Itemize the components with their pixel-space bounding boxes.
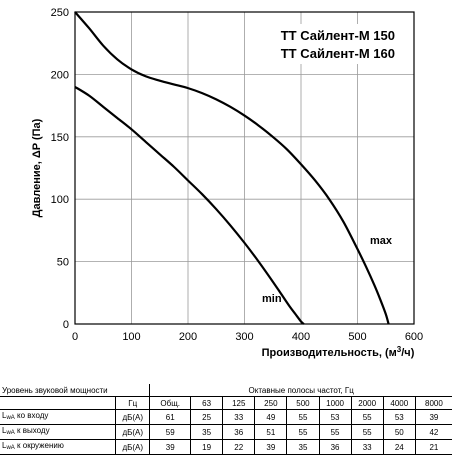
row-label: LwA ко входу	[0, 409, 117, 425]
table-cell: 35	[190, 424, 224, 440]
legend-title-2: ТТ Сайлент-М 160	[281, 46, 395, 61]
table-cell: 19	[190, 439, 224, 455]
y-tick-label: 0	[63, 319, 69, 331]
table-header-row: Уровень звуковой мощности Октавные полос…	[0, 384, 452, 397]
table-cell: 33	[222, 409, 256, 425]
x-tick-label: 200	[179, 331, 197, 343]
column-header: 250	[254, 396, 288, 410]
x-tick-label: 400	[292, 331, 310, 343]
row-unit: дБ(А)	[115, 424, 151, 440]
table-cell: 39	[149, 439, 192, 455]
series-line-min	[74, 85, 305, 325]
table-cell: 36	[318, 439, 352, 455]
column-header: 63	[190, 396, 224, 410]
row-unit: дБ(А)	[115, 409, 151, 425]
column-header: 2000	[350, 396, 384, 410]
x-tick-labels: 0 100 200 300 400 500 600	[72, 331, 423, 343]
column-header: 500	[286, 396, 320, 410]
y-tick-label: 100	[51, 194, 69, 206]
bands-title: Октавные полосы частот, Гц	[149, 384, 452, 397]
table-cell: 42	[414, 424, 452, 440]
chart-curves	[74, 11, 390, 325]
table-cell: 39	[414, 409, 452, 425]
curve-label-min: min	[262, 293, 282, 305]
table-row: LwA к выходу дБ(А) 59 35 36 51 55 55 55 …	[0, 424, 452, 440]
sound-power-table: Уровень звуковой мощности Октавные полос…	[0, 384, 452, 455]
table-cell: 50	[382, 424, 416, 440]
table-cell: 33	[350, 439, 384, 455]
column-header: 125	[222, 396, 256, 410]
x-tick-label: 500	[348, 331, 366, 343]
table-cell: 51	[254, 424, 288, 440]
legend-box	[266, 24, 398, 64]
curve-label-max: max	[370, 235, 393, 247]
row-unit: дБ(А)	[115, 439, 151, 455]
column-header: 1000	[318, 396, 352, 410]
x-tick-label: 0	[72, 331, 78, 343]
table-cell: 55	[350, 409, 384, 425]
unit-header: Гц	[115, 396, 151, 410]
table-cell: 61	[149, 409, 192, 425]
row-label: LwA к окружению	[0, 439, 117, 455]
table-cell: 25	[190, 409, 224, 425]
y-tick-label: 150	[51, 132, 69, 144]
table-row: LwA ко входу дБ(А) 61 25 33 49 55 53 55 …	[0, 409, 452, 425]
y-tick-labels: 0 50 100 150 200 250	[51, 7, 69, 331]
table-cell: 35	[286, 439, 320, 455]
x-tick-label: 300	[235, 331, 253, 343]
table-row: LwA к окружению дБ(А) 39 19 22 39 35 36 …	[0, 439, 452, 455]
y-axis-title: Давление, ΔP (Па)	[31, 118, 43, 217]
table-cell: 36	[222, 424, 256, 440]
column-header: 4000	[382, 396, 416, 410]
plot-frame	[74, 11, 415, 325]
column-header: Общ.	[149, 396, 192, 410]
table-cell: 55	[286, 424, 320, 440]
series-line-max	[74, 11, 390, 325]
empty-header-cell	[0, 396, 117, 410]
table-cell: 55	[318, 424, 352, 440]
x-tick-label: 600	[405, 331, 423, 343]
y-tick-label: 200	[51, 69, 69, 81]
x-axis-title: Производительность, (м3/ч)	[262, 345, 415, 359]
x-tick-label: 100	[122, 331, 140, 343]
column-header: 8000	[414, 396, 452, 410]
table-cell: 59	[149, 424, 192, 440]
table-cell: 49	[254, 409, 288, 425]
y-tick-label: 50	[57, 257, 69, 269]
table-cell: 21	[414, 439, 452, 455]
table-cell: 55	[286, 409, 320, 425]
table-cell: 24	[382, 439, 416, 455]
table-title: Уровень звуковой мощности	[0, 384, 151, 397]
table-cell: 22	[222, 439, 256, 455]
row-label: LwA к выходу	[0, 424, 117, 440]
table-cell: 39	[254, 439, 288, 455]
pressure-flow-chart: 0 100 200 300 400 500 600 0 50 100 150 200 250 ТТ С…	[31, 7, 423, 359]
y-tick-label: 250	[51, 7, 69, 19]
table-columns-row: Гц Общ. 63 125 250 500 1000 2000 4000 80…	[0, 396, 452, 410]
table-cell: 53	[382, 409, 416, 425]
table-cell: 53	[318, 409, 352, 425]
legend-title-1: ТТ Сайлент-М 150	[281, 28, 395, 43]
table-cell: 55	[350, 424, 384, 440]
